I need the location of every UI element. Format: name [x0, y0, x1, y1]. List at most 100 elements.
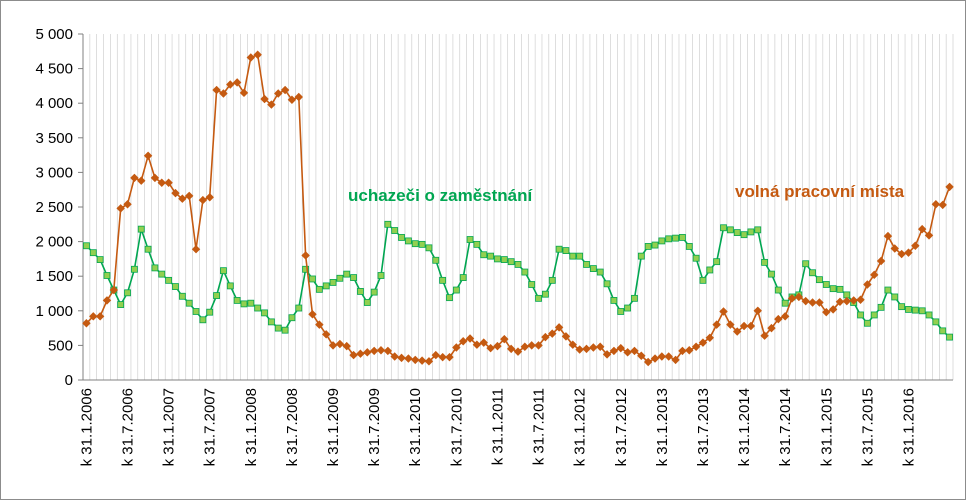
- data-point: [158, 270, 166, 278]
- data-point: [739, 321, 749, 331]
- data-point: [267, 318, 275, 326]
- data-point: [931, 200, 941, 209]
- x-tick-label: k 31.7.2009: [366, 388, 383, 466]
- data-point: [794, 292, 804, 302]
- data-point: [631, 294, 638, 302]
- data-point: [391, 227, 399, 234]
- data-point: [897, 249, 906, 259]
- data-point: [672, 234, 679, 242]
- data-point: [295, 304, 303, 312]
- data-point: [863, 319, 871, 327]
- y-tick-label: 3 000: [35, 164, 73, 181]
- data-point: [939, 327, 947, 335]
- data-point: [357, 288, 364, 295]
- data-point: [801, 296, 810, 306]
- data-point: [260, 94, 269, 104]
- data-point: [548, 276, 556, 284]
- series-label-uchazeci: uchazeči o zaměstnání: [348, 186, 534, 205]
- data-point: [911, 306, 919, 314]
- data-point: [905, 306, 912, 313]
- data-point: [308, 310, 317, 319]
- data-point: [761, 258, 769, 266]
- data-point: [487, 252, 494, 260]
- x-tick-label: k 31.1.2016: [900, 388, 917, 466]
- data-point: [192, 308, 200, 315]
- data-point: [321, 330, 331, 339]
- data-point: [473, 240, 481, 248]
- data-point: [452, 343, 461, 352]
- data-point: [842, 296, 852, 306]
- data-point: [369, 346, 379, 356]
- data-point: [137, 225, 145, 233]
- data-point: [479, 338, 488, 347]
- data-point: [945, 182, 954, 192]
- data-point: [925, 311, 933, 319]
- x-tick-label: k 31.1.2012: [572, 388, 589, 466]
- x-tick-label: k 31.7.2010: [448, 388, 465, 466]
- data-point: [178, 194, 187, 203]
- data-point: [342, 341, 351, 351]
- data-point: [486, 343, 495, 353]
- data-point: [411, 355, 420, 365]
- data-point: [185, 299, 193, 307]
- data-point: [219, 89, 228, 98]
- data-point: [288, 314, 296, 322]
- data-point: [500, 334, 509, 344]
- data-point: [828, 305, 838, 314]
- series-uchazeci: [83, 220, 953, 341]
- data-point: [650, 354, 660, 363]
- data-point: [151, 264, 159, 272]
- series-group: [82, 50, 954, 367]
- data-point: [83, 242, 90, 250]
- data-point: [329, 279, 337, 286]
- data-point: [706, 266, 714, 274]
- data-point: [466, 236, 474, 243]
- data-point: [247, 299, 255, 307]
- data-point: [589, 343, 598, 352]
- data-point: [239, 88, 249, 98]
- data-point: [465, 334, 475, 343]
- data-point: [172, 283, 179, 290]
- data-point: [184, 191, 194, 201]
- data-point: [424, 357, 434, 366]
- data-point: [870, 311, 878, 319]
- data-point: [609, 346, 619, 356]
- data-point: [240, 300, 248, 308]
- data-point: [315, 320, 324, 329]
- x-axis-tick-labels: k 31.1.2006 k 31.7.2006 k 31.1.2007 k 31.7.…: [78, 388, 917, 466]
- data-point: [89, 312, 98, 321]
- data-point: [302, 265, 310, 273]
- data-point: [822, 281, 830, 288]
- data-point: [787, 294, 797, 303]
- y-axis-tick-labels: 0 500 1 000 1 500 2 000 2 500 3 000 3 500 4 000 4…: [35, 26, 73, 389]
- data-point: [753, 306, 762, 316]
- data-point: [691, 342, 701, 352]
- data-point: [849, 296, 858, 305]
- data-point: [816, 276, 823, 284]
- data-point: [774, 314, 783, 324]
- data-point: [630, 346, 639, 356]
- data-point: [569, 252, 577, 260]
- data-point: [781, 299, 789, 307]
- data-point: [617, 308, 625, 315]
- data-point: [568, 340, 578, 349]
- y-tick-label: 0: [65, 372, 73, 389]
- data-point: [665, 235, 673, 243]
- y-tick-label: 2 000: [35, 234, 73, 251]
- data-point: [171, 188, 180, 198]
- data-point: [137, 176, 146, 185]
- data-point: [446, 294, 453, 302]
- data-point: [637, 351, 646, 361]
- data-point: [651, 241, 659, 249]
- data-point: [82, 319, 91, 328]
- data-point: [226, 282, 234, 290]
- data-point: [527, 341, 536, 350]
- data-point: [383, 346, 393, 356]
- data-point: [514, 261, 522, 268]
- y-tick-label: 4 000: [35, 95, 73, 112]
- data-point: [685, 243, 693, 250]
- y-tick-label: 5 000: [35, 26, 73, 43]
- x-tick-label: k 31.1.2009: [325, 388, 342, 466]
- data-point: [946, 333, 953, 341]
